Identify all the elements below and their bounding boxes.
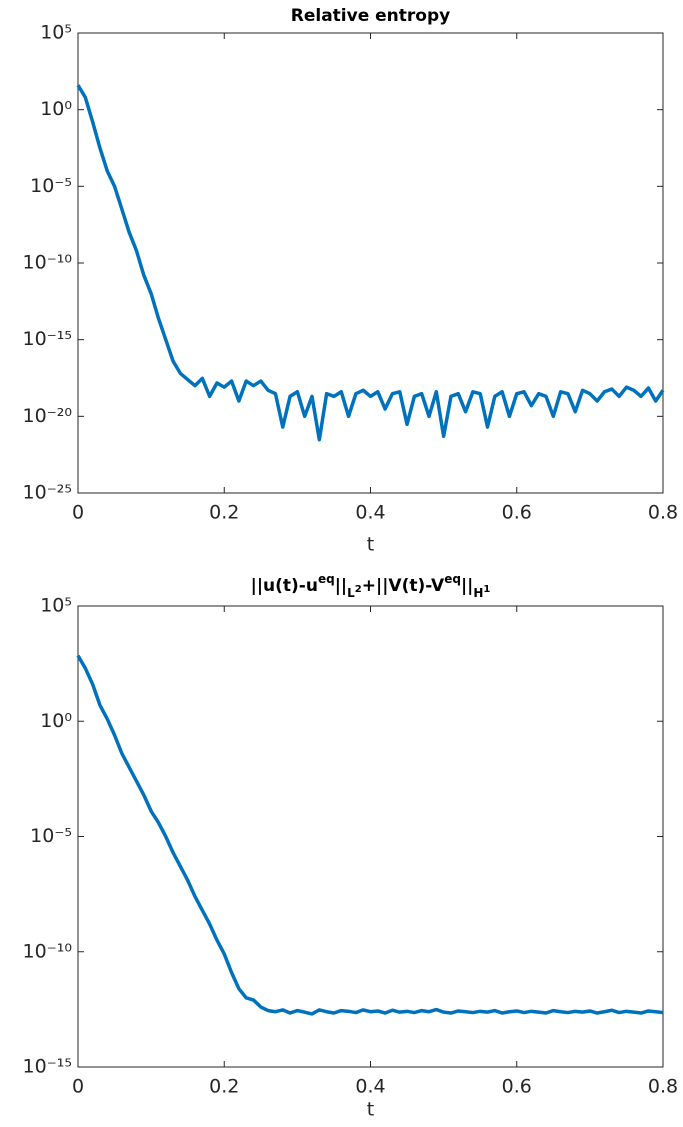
axes-box	[77, 32, 664, 494]
title-part: eq	[444, 572, 461, 586]
y-tick-label: 10⁻⁵	[30, 175, 72, 197]
title-part: ||	[335, 576, 347, 596]
x-tick-label: 0	[72, 502, 84, 524]
title-part: eq	[318, 572, 335, 586]
x-axis-label: t	[367, 534, 374, 556]
y-tick-label: 10⁻⁵	[30, 825, 72, 847]
title-part: 2	[355, 584, 362, 595]
y-tick-label: 10⁻¹⁵	[23, 1056, 72, 1078]
y-tick-label: 10⁰	[40, 98, 72, 120]
x-axis-label: t	[367, 1099, 374, 1121]
x-tick-label: 0.2	[209, 1076, 239, 1098]
y-tick-label: 10⁻¹⁰	[23, 252, 72, 274]
title-part: 1	[483, 584, 490, 595]
x-tick-label: 0.4	[355, 502, 385, 524]
x-tick-label: 0.6	[502, 1076, 532, 1098]
data-line	[76, 84, 665, 442]
title-part: L	[347, 586, 355, 600]
y-tick-label: 10⁰	[40, 710, 72, 732]
title-part: Relative entropy	[291, 6, 450, 26]
title-part: ||	[461, 576, 473, 596]
title-part: ||u(t)-u	[251, 576, 318, 596]
y-tick-label: 10⁻¹⁵	[23, 328, 72, 350]
y-tick-label: 10⁻²⁵	[23, 482, 72, 504]
x-tick-label: 0.2	[209, 502, 239, 524]
y-tick-label: 10⁻¹⁰	[23, 940, 72, 962]
data-line	[76, 654, 664, 1016]
x-tick-label: 0	[72, 1076, 84, 1098]
y-tick-label: 10⁵	[40, 22, 72, 44]
x-tick-label: 0.6	[502, 502, 532, 524]
y-tick-label: 10⁻²⁰	[23, 405, 72, 427]
chart-title: ||u(t)-ueq||L2+||V(t)-Veq||H1	[251, 572, 491, 600]
title-part: +||V(t)-V	[362, 576, 445, 596]
y-tick-label: 10⁵	[40, 595, 72, 617]
title-part: H	[473, 586, 483, 600]
chart-title: Relative entropy	[291, 6, 450, 26]
x-tick-label: 0.8	[648, 502, 678, 524]
x-tick-label: 0.8	[648, 1076, 678, 1098]
x-tick-label: 0.4	[355, 1076, 385, 1098]
